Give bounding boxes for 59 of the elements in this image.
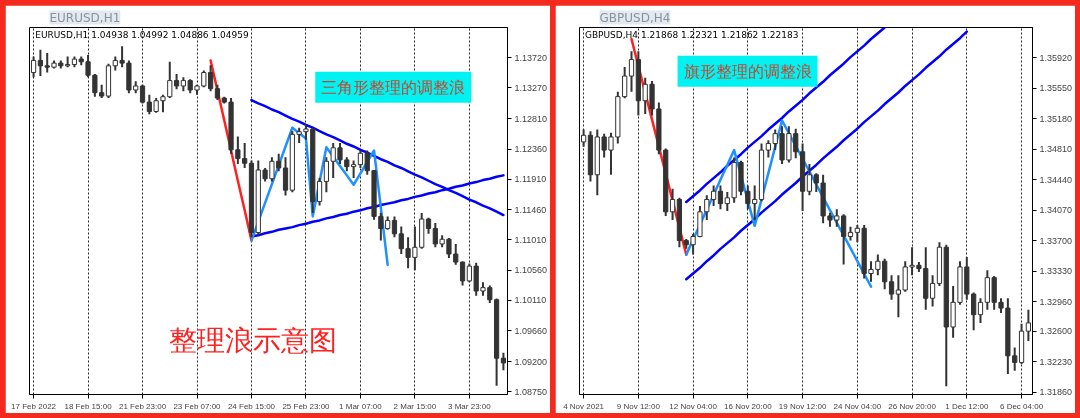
candlestick xyxy=(323,156,329,194)
x-tick-label: 24 Nov 04:00 xyxy=(833,401,882,411)
y-tick-label: 1.11910 xyxy=(514,174,547,185)
candlestick xyxy=(282,156,289,197)
chart-title: EURUSD,H1 xyxy=(49,10,121,25)
y-tick-label: 1.11460 xyxy=(514,204,547,215)
candlestick xyxy=(717,184,724,211)
x-tick-label: 2 Mar 15:00 xyxy=(393,401,437,411)
candlestick xyxy=(669,187,676,222)
candlestick xyxy=(37,48,44,77)
x-tick-label: 19 Nov 12:00 xyxy=(778,401,827,411)
y-tick-label: 1.35550 xyxy=(1039,83,1073,94)
y-tick-label: 1.34070 xyxy=(1039,205,1073,216)
y-tick-label: 1.34810 xyxy=(1039,144,1073,155)
y-tick-label: 1.32960 xyxy=(1039,296,1073,307)
y-tick-label: 1.33330 xyxy=(1039,266,1073,277)
candlestick xyxy=(622,66,628,100)
y-tick-label: 1.12810 xyxy=(514,113,548,124)
x-tick-label: 1 Mar 07:00 xyxy=(339,401,383,411)
y-tick-label: 1.09200 xyxy=(514,356,548,367)
y-tick-label: 1.34440 xyxy=(1039,174,1073,185)
y-tick-label: 1.09660 xyxy=(514,325,548,336)
chart-title: GBPUSD,H4 xyxy=(599,10,671,25)
x-tick-label: 9 Nov 12:00 xyxy=(616,401,661,411)
y-tick-label: 1.32230 xyxy=(1039,356,1073,367)
x-tick-label: 4 Nov 2021 xyxy=(563,401,605,411)
x-tick-label: 21 Feb 23:00 xyxy=(118,401,167,411)
x-tick-label: 16 Nov 20:00 xyxy=(724,401,773,411)
x-tick-label: 24 Feb 15:00 xyxy=(227,401,276,411)
x-tick-label: 23 Feb 07:00 xyxy=(173,401,222,411)
x-tick-label: 12 Nov 04:00 xyxy=(669,401,718,411)
annotation: 整理浪示意图 xyxy=(168,323,337,357)
y-tick-label: 1.35920 xyxy=(1039,52,1073,63)
y-tick-label: 1.31860 xyxy=(1039,387,1073,398)
y-tick-label: 1.11010 xyxy=(514,234,547,245)
x-tick-label: 17 Feb 2022 xyxy=(11,401,57,411)
y-tick-label: 1.32600 xyxy=(1039,326,1073,337)
y-tick-label: 1.12360 xyxy=(514,144,548,155)
candlestick xyxy=(977,297,984,324)
annotation: 旗形整理的调整浪 xyxy=(683,61,812,81)
y-tick-label: 1.13270 xyxy=(514,82,548,93)
y-tick-label: 1.08750 xyxy=(514,386,548,397)
candlestick xyxy=(628,50,635,93)
candlestick xyxy=(888,274,895,301)
x-tick-label: 18 Feb 15:00 xyxy=(64,401,113,411)
x-tick-label: 26 Nov 20:00 xyxy=(888,401,937,411)
y-tick-label: 1.10110 xyxy=(514,295,547,306)
candlestick xyxy=(391,215,398,239)
chart-subtitle: GBPUSD,H4 1.21868 1.22321 1.21862 1.22183 xyxy=(584,29,799,40)
x-tick-label: 25 Feb 23:00 xyxy=(282,401,331,411)
y-tick-label: 1.33700 xyxy=(1039,235,1073,246)
y-tick-label: 1.10560 xyxy=(514,265,548,276)
chart-subtitle: EURUSD,H1 1.04938 1.04992 1.04886 1.04959 xyxy=(35,29,249,40)
x-tick-label: 1 Dec 12:00 xyxy=(945,401,989,411)
x-tick-label: 3 Mar 23:00 xyxy=(448,401,492,411)
y-tick-label: 1.35180 xyxy=(1039,113,1073,124)
annotation: 三角形整理的调整浪 xyxy=(321,77,466,97)
x-tick-label: 6 Dec 04:00 xyxy=(999,401,1044,411)
y-tick-label: 1.13720 xyxy=(514,52,548,63)
